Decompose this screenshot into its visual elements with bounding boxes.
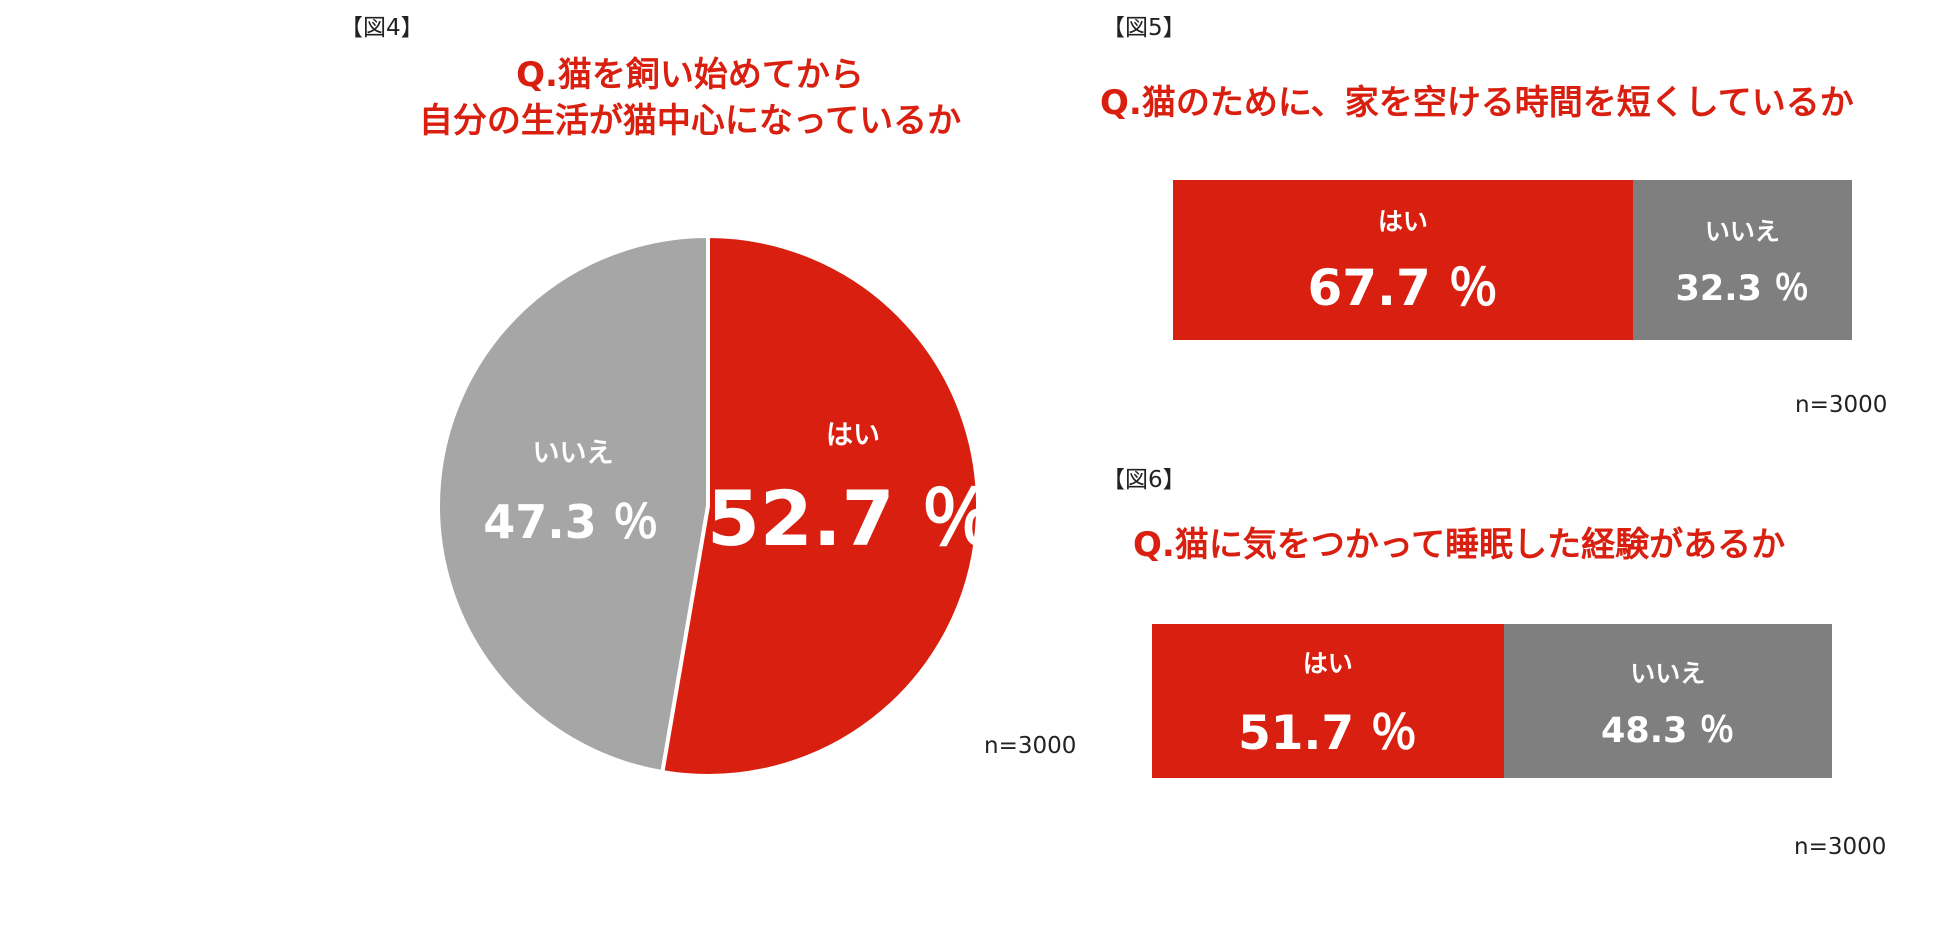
fig4-label: 【図4】 [340, 15, 424, 41]
bar-value-yes: 67.7 ％ [1307, 259, 1499, 317]
fig4-title-line2: 自分の生活が猫中心になっているか [418, 101, 962, 141]
fig6-title: Q.猫に気をつかって睡眠した経験があるか [1133, 525, 1786, 565]
bar-label-no: いいえ [1704, 217, 1780, 246]
pie-value-no: 47.3 ％ [483, 495, 659, 549]
fig6-n-label: n=3000 [1794, 834, 1887, 860]
fig4-n-label: n=3000 [984, 733, 1077, 759]
fig4-title-line1: Q.猫を飼い始めてから [516, 55, 864, 95]
bar-label-yes: はい [1302, 649, 1353, 678]
pie-slice-no [436, 233, 710, 775]
pie-label-no: いいえ [533, 438, 614, 469]
pie-value-yes: 52.7 ％ [707, 474, 997, 563]
fig6-bar: はい 51.7 ％ いいえ 48.3 ％ [1152, 624, 1832, 778]
bar-segment-yes: はい 51.7 ％ [1152, 624, 1504, 778]
fig5-bar: はい 67.7 ％ いいえ 32.3 ％ [1173, 180, 1852, 340]
bar-value-no: 48.3 ％ [1600, 711, 1735, 751]
pie-label-yes: はい [826, 420, 880, 451]
bar-value-yes: 51.7 ％ [1238, 706, 1418, 761]
fig4-title: Q.猫を飼い始めてから 自分の生活が猫中心になっているか [370, 52, 1010, 144]
fig5-label: 【図5】 [1102, 15, 1186, 41]
fig5-title: Q.猫のために、家を空ける時間を短くしているか [1100, 83, 1854, 123]
fig6-label: 【図6】 [1102, 467, 1186, 493]
bar-segment-no: いいえ 48.3 ％ [1503, 624, 1832, 778]
bar-label-yes: はい [1377, 207, 1428, 236]
bar-segment-no: いいえ 32.3 ％ [1632, 180, 1852, 340]
bar-label-no: いいえ [1630, 659, 1706, 688]
bar-segment-yes: はい 67.7 ％ [1173, 180, 1633, 340]
fig5-n-label: n=3000 [1795, 392, 1888, 418]
pie-slice-yes [660, 233, 980, 778]
bar-value-no: 32.3 ％ [1675, 269, 1810, 309]
